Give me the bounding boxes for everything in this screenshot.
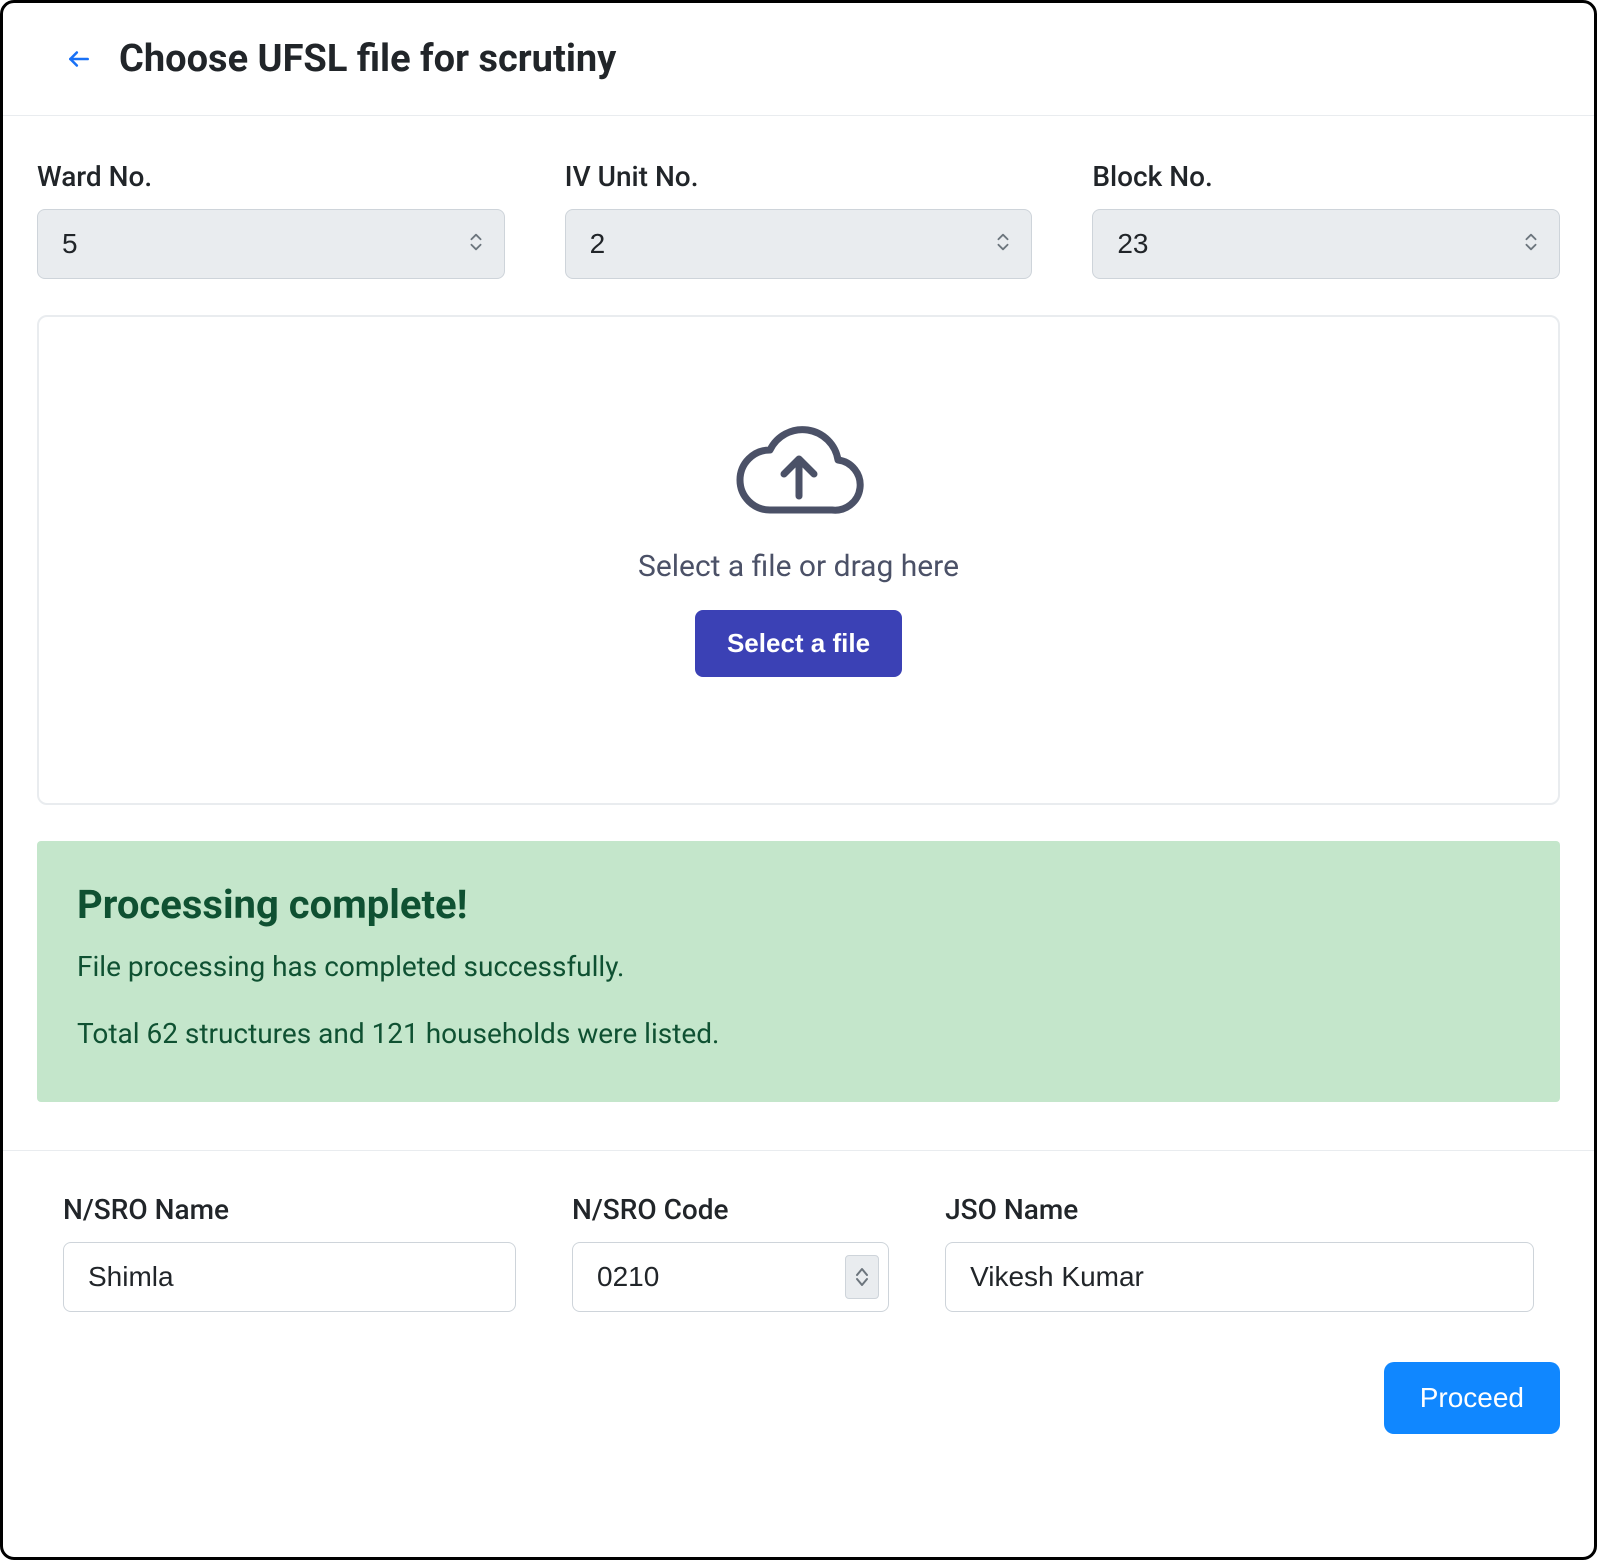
block-no-select-wrap bbox=[1092, 209, 1560, 279]
chevron-down-icon bbox=[855, 1277, 869, 1287]
iv-unit-no-select[interactable] bbox=[565, 209, 1033, 279]
nsro-name-label: N/SRO Name bbox=[63, 1193, 516, 1226]
dropzone-hint: Select a file or drag here bbox=[638, 549, 959, 584]
page-header: Choose UFSL file for scrutiny bbox=[3, 3, 1594, 116]
alert-title: Processing complete! bbox=[77, 881, 1520, 928]
file-dropzone[interactable]: Select a file or drag here Select a file bbox=[37, 315, 1560, 805]
iv-unit-no-label: IV Unit No. bbox=[565, 160, 1033, 193]
jso-name-input[interactable] bbox=[945, 1242, 1534, 1312]
jso-name-label: JSO Name bbox=[945, 1193, 1534, 1226]
nsro-code-label: N/SRO Code bbox=[572, 1193, 889, 1226]
proceed-button[interactable]: Proceed bbox=[1384, 1362, 1560, 1434]
ward-no-select-wrap bbox=[37, 209, 505, 279]
nsro-code-input[interactable] bbox=[572, 1242, 889, 1312]
nsro-name-input[interactable] bbox=[63, 1242, 516, 1312]
actions-row: Proceed bbox=[3, 1312, 1594, 1474]
nsro-name-field: N/SRO Name bbox=[63, 1193, 516, 1312]
bottom-fields-row: N/SRO Name N/SRO Code JSO Name bbox=[3, 1151, 1594, 1312]
block-no-label: Block No. bbox=[1092, 160, 1560, 193]
page-container: Choose UFSL file for scrutiny Ward No. I… bbox=[0, 0, 1597, 1560]
iv-unit-no-select-wrap bbox=[565, 209, 1033, 279]
block-no-field: Block No. bbox=[1092, 160, 1560, 279]
number-stepper[interactable] bbox=[845, 1255, 879, 1299]
chevron-up-icon bbox=[855, 1267, 869, 1277]
block-no-select[interactable] bbox=[1092, 209, 1560, 279]
ward-no-select[interactable] bbox=[37, 209, 505, 279]
page-title: Choose UFSL file for scrutiny bbox=[119, 37, 616, 81]
nsro-code-field: N/SRO Code bbox=[572, 1193, 889, 1312]
cloud-upload-icon bbox=[734, 424, 864, 523]
back-button[interactable] bbox=[63, 43, 95, 75]
select-file-button[interactable]: Select a file bbox=[695, 610, 902, 677]
alert-line-1: File processing has completed successful… bbox=[77, 950, 1520, 983]
arrow-left-icon bbox=[66, 46, 92, 72]
ward-no-label: Ward No. bbox=[37, 160, 505, 193]
ward-no-field: Ward No. bbox=[37, 160, 505, 279]
processing-complete-alert: Processing complete! File processing has… bbox=[37, 841, 1560, 1102]
jso-name-field: JSO Name bbox=[945, 1193, 1534, 1312]
alert-line-2: Total 62 structures and 121 households w… bbox=[77, 1017, 1520, 1050]
iv-unit-no-field: IV Unit No. bbox=[565, 160, 1033, 279]
top-selector-row: Ward No. IV Unit No. Block No. bbox=[3, 116, 1594, 279]
